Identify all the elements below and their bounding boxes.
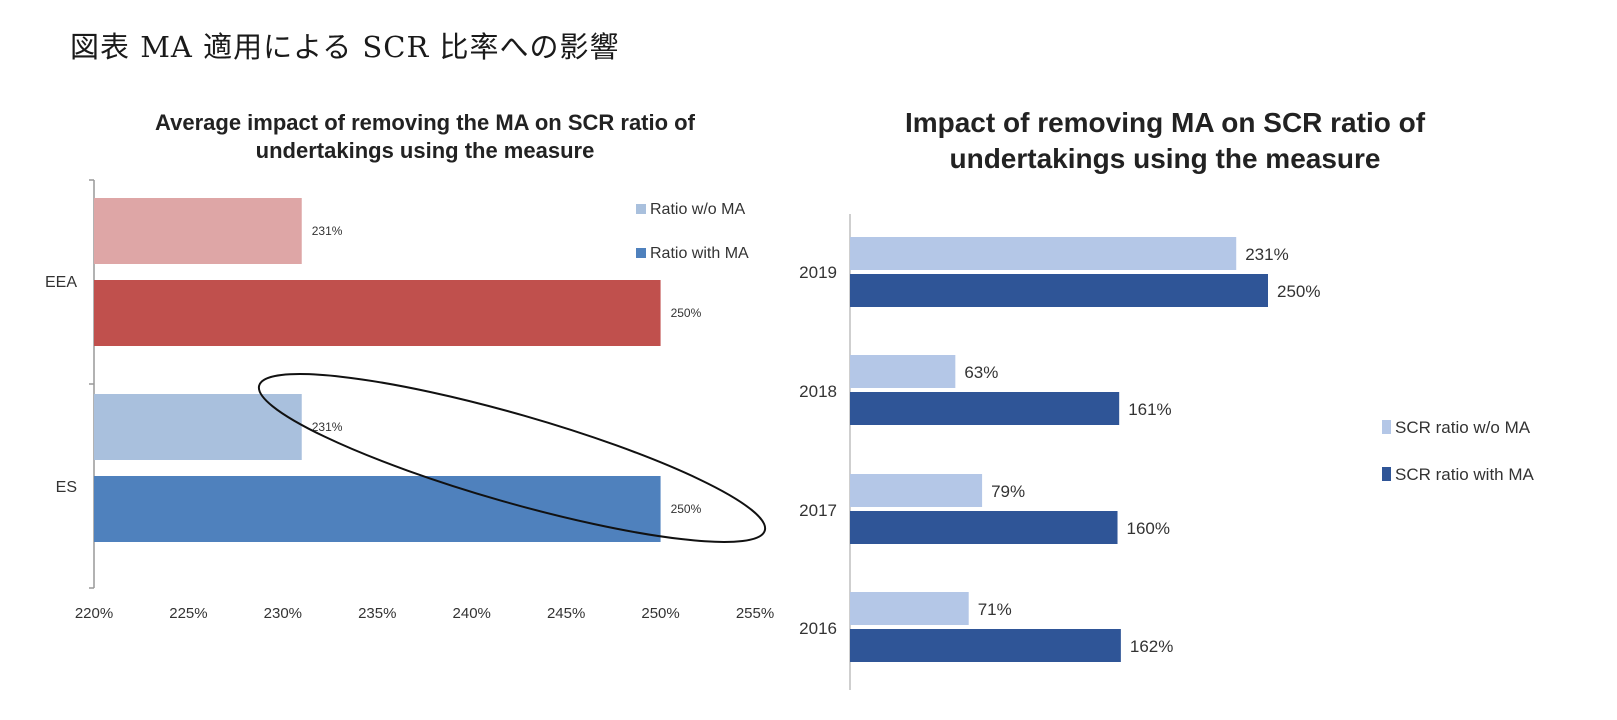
left-chart-bar-eea-with-ma (94, 280, 661, 346)
left-chart-x-tick-label: 220% (75, 605, 113, 622)
right-chart-bar-2016-with-ma (850, 629, 1121, 662)
right-chart-legend-label: SCR ratio with MA (1395, 465, 1535, 484)
left-chart-data-label: 231% (312, 420, 343, 434)
right-chart-bar-2017-with-ma (850, 511, 1118, 544)
right-chart-legend-label: SCR ratio w/o MA (1395, 418, 1531, 437)
left-chart-legend-swatch-without-ma (636, 204, 646, 214)
right-chart-bar-2018-with-ma (850, 392, 1120, 425)
right-chart-category-label: 2018 (799, 382, 837, 401)
left-chart-x-tick-label: 240% (453, 605, 491, 622)
left-chart-data-label: 250% (671, 306, 702, 320)
right-chart-bar-2019-without-ma (850, 237, 1237, 270)
right-chart-data-label: 160% (1127, 519, 1170, 538)
left-chart-title-line-1: Average impact of removing the MA on SCR… (155, 110, 696, 135)
right-chart-legend-swatch-with-ma (1382, 467, 1391, 481)
left-chart-data-label: 231% (312, 224, 343, 238)
right-chart-bar-2018-without-ma (850, 355, 956, 388)
right-chart-legend-swatch-without-ma (1382, 420, 1391, 434)
right-chart-bar-2019-with-ma (850, 274, 1268, 307)
left-chart-x-tick-label: 230% (264, 605, 302, 622)
right-chart-title-line-2: undertakings using the measure (950, 143, 1381, 174)
right-chart: Impact of removing MA on SCR ratio of un… (799, 107, 1535, 690)
left-chart-title-line-2: undertakings using the measure (256, 138, 595, 163)
left-chart-bar-eea-without-ma (94, 198, 302, 264)
left-chart-data-label: 250% (671, 502, 702, 516)
right-chart-bar-2017-without-ma (850, 474, 983, 507)
right-chart-data-label: 63% (964, 363, 998, 382)
right-chart-data-label: 161% (1128, 400, 1171, 419)
right-chart-data-label: 71% (978, 600, 1012, 619)
highlight-ellipse (257, 373, 767, 543)
left-chart-x-tick-label: 235% (358, 605, 396, 622)
left-chart-bar-es-with-ma (94, 476, 661, 542)
left-chart: Average impact of removing the MA on SCR… (45, 110, 774, 622)
right-chart-category-label: 2016 (799, 619, 837, 638)
right-chart-data-label: 79% (991, 482, 1025, 501)
left-chart-category-label: EEA (45, 274, 77, 291)
right-chart-category-label: 2019 (799, 263, 837, 282)
left-chart-legend-label: Ratio with MA (650, 245, 749, 262)
right-chart-title-line-1: Impact of removing MA on SCR ratio of (905, 107, 1426, 138)
right-chart-category-label: 2017 (799, 501, 837, 520)
left-chart-bar-es-without-ma (94, 394, 302, 460)
page-title: 図表 MA 適用による SCR 比率への影響 (70, 30, 620, 64)
left-chart-x-tick-label: 250% (641, 605, 679, 622)
left-chart-category-label: ES (56, 479, 77, 496)
right-chart-bar-2016-without-ma (850, 592, 969, 625)
right-chart-data-label: 250% (1277, 282, 1320, 301)
left-chart-x-tick-label: 255% (736, 605, 774, 622)
left-chart-legend-label: Ratio w/o MA (650, 201, 745, 218)
right-chart-data-label: 231% (1245, 245, 1288, 264)
left-chart-x-tick-label: 225% (169, 605, 207, 622)
right-chart-data-label: 162% (1130, 637, 1173, 656)
left-chart-legend-swatch-with-ma (636, 248, 646, 258)
left-chart-x-tick-label: 245% (547, 605, 585, 622)
left-chart-x-ticks: 220% 225% 230% 235% 240% 245% 250% 255% (75, 605, 774, 622)
